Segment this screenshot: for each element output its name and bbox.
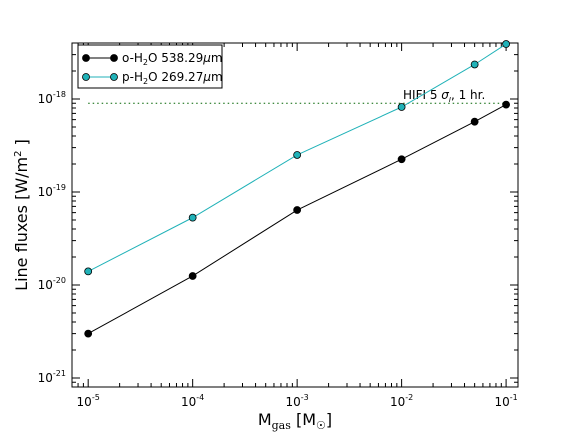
- series-lines: [84, 40, 510, 338]
- data-point: [502, 40, 510, 48]
- x-tick-label: 10-5: [77, 393, 100, 409]
- axis-ticks: [71, 42, 518, 388]
- x-tick-label: 10-1: [494, 393, 517, 409]
- y-tick-label: 10-18: [38, 90, 66, 106]
- x-tick-label: 10-2: [390, 393, 413, 409]
- data-point: [84, 329, 93, 338]
- data-point: [84, 267, 93, 276]
- legend-box: [77, 44, 223, 89]
- plot-area: [71, 42, 519, 388]
- x-tick-label: 10-4: [181, 393, 204, 409]
- series-line-1: [87, 43, 507, 272]
- data-point: [188, 213, 197, 222]
- legend: o-H2O 538.29μm p-H2O 269.27μm: [77, 44, 223, 89]
- reference-line-label: HIFI 5 σI, 1 hr.: [403, 88, 485, 104]
- legend-label: p-H2O 269.27μm: [122, 70, 223, 86]
- data-point: [397, 155, 406, 164]
- y-tick-label: 10-19: [38, 183, 66, 199]
- y-axis-label: Line fluxes [W/m2 ]: [12, 139, 31, 291]
- data-point: [293, 206, 302, 214]
- data-point: [470, 60, 479, 69]
- x-axis-label: Mgas [M☉]: [258, 410, 332, 432]
- y-tick-label: 10-20: [38, 276, 66, 292]
- axis-labels: Mgas [M☉] Line fluxes [W/m2 ]: [12, 139, 332, 432]
- series-line-0: [87, 104, 507, 335]
- legend-marker: [110, 54, 118, 62]
- data-point: [188, 272, 197, 280]
- data-point: [397, 103, 406, 111]
- data-point: [502, 100, 510, 109]
- legend-marker: [110, 73, 118, 81]
- legend-label: o-H2O 538.29μm: [122, 51, 223, 67]
- legend-marker: [82, 73, 90, 81]
- data-point: [293, 151, 302, 159]
- x-tick-label: 10-3: [286, 393, 309, 409]
- y-tick-label: 10-21: [38, 369, 66, 385]
- tick-labels: 10-5 10-4 10-3 10-2 10-1 10-21 10-20 10-19 10-18: [38, 90, 518, 409]
- data-point: [470, 117, 479, 126]
- legend-marker: [82, 54, 90, 62]
